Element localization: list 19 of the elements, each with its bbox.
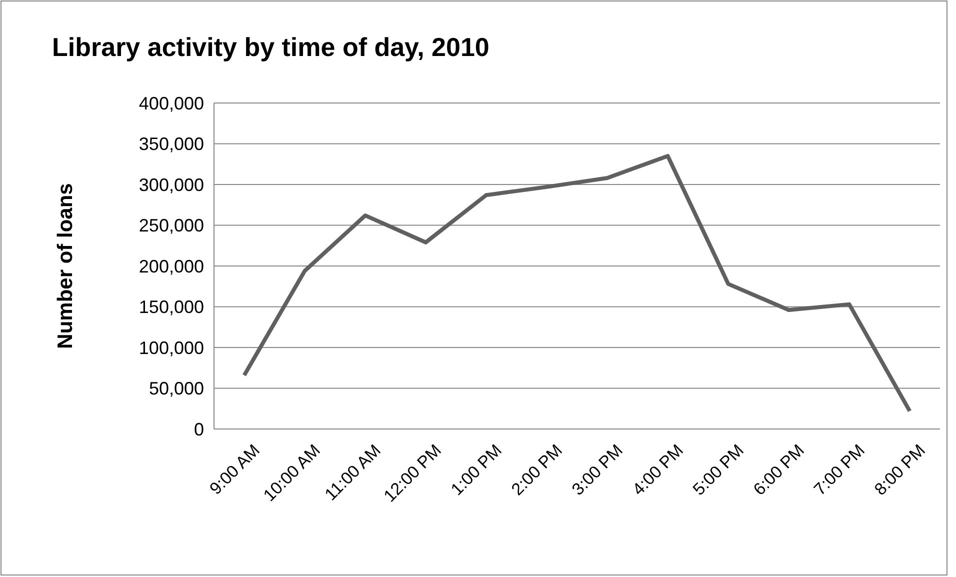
x-tick-label: 9:00 AM <box>206 440 264 498</box>
chart-title: Library activity by time of day, 2010 <box>52 32 490 62</box>
line-series <box>242 154 912 414</box>
x-tick-label: 8:00 PM <box>870 440 929 500</box>
y-tick-label: 0 <box>194 419 204 440</box>
y-tick-label: 400,000 <box>138 93 204 114</box>
y-tick-label: 150,000 <box>138 297 204 318</box>
y-tick-label: 200,000 <box>138 256 204 276</box>
y-tick-label: 100,000 <box>138 338 204 358</box>
y-tick-label: 300,000 <box>138 174 204 195</box>
x-tick-label: 3:00 PM <box>568 440 626 500</box>
x-tick-label: 5:00 PM <box>689 440 748 500</box>
y-axis-title: Number of loans <box>54 183 77 349</box>
x-tick-label: 7:00 PM <box>810 440 868 500</box>
y-tick-label: 350,000 <box>138 134 204 154</box>
y-tick-label: 50,000 <box>148 378 204 399</box>
x-tick-label: 4:00 PM <box>628 440 687 500</box>
y-tick-label: 250,000 <box>138 216 204 236</box>
x-tick-label: 6:00 PM <box>750 440 808 500</box>
